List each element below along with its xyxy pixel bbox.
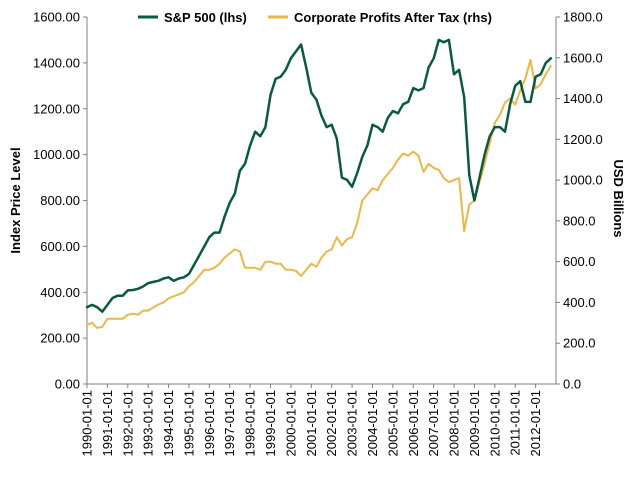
right-y-tick-label: 1200.0 xyxy=(563,132,603,147)
legend-label: S&P 500 (lhs) xyxy=(164,10,247,25)
right-y-tick-label: 1600.0 xyxy=(563,50,603,65)
right-y-tick-label: 600.0 xyxy=(563,254,596,269)
x-tick-label: 2002-01-01 xyxy=(324,390,339,457)
x-tick-label: 2005-01-01 xyxy=(385,390,400,457)
x-tick-label: 2000-01-01 xyxy=(283,390,298,457)
x-tick-label: 2012-01-01 xyxy=(528,390,543,457)
left-y-tick-label: 600.00 xyxy=(40,239,80,254)
x-tick-label: 1992-01-01 xyxy=(120,390,135,457)
left-y-tick-label: 800.00 xyxy=(40,193,80,208)
x-tick-label: 2001-01-01 xyxy=(304,390,319,457)
sp500-line xyxy=(85,38,553,313)
x-tick-label: 1990-01-01 xyxy=(80,390,95,457)
x-tick-label: 2007-01-01 xyxy=(426,390,441,457)
right-y-tick-label: 400.0 xyxy=(563,295,596,310)
x-tick-label: 2010-01-01 xyxy=(487,390,502,457)
left-y-tick-label: 400.00 xyxy=(40,285,80,300)
x-tick-label: 1995-01-01 xyxy=(181,390,196,457)
x-tick-label: 2008-01-01 xyxy=(447,390,462,457)
x-tick-label: 1991-01-01 xyxy=(100,390,115,457)
x-tick-label: 1999-01-01 xyxy=(263,390,278,457)
x-tick-label: 2009-01-01 xyxy=(467,390,482,457)
legend-label: Corporate Profits After Tax (rhs) xyxy=(294,10,492,25)
x-tick-label: 2011-01-01 xyxy=(508,390,523,456)
left-y-tick-label: 200.00 xyxy=(40,331,80,346)
right-y-tick-label: 1800.0 xyxy=(563,10,603,25)
right-y-tick-label: 1400.0 xyxy=(563,91,603,106)
right-y-tick-label: 0.0 xyxy=(563,377,581,392)
right-y-tick-label: 200.0 xyxy=(563,336,596,351)
left-y-tick-label: 0.00 xyxy=(55,377,80,392)
left-y-axis-title: Index Price Level xyxy=(8,147,23,253)
left-y-tick-label: 1400.00 xyxy=(33,55,80,70)
right-y-tick-label: 1000.0 xyxy=(563,173,603,188)
left-y-tick-label: 1600.00 xyxy=(33,10,80,25)
x-tick-label: 1994-01-01 xyxy=(161,390,176,457)
x-tick-label: 2004-01-01 xyxy=(365,390,380,457)
right-y-axis-title: USD Billions xyxy=(611,159,626,237)
left-y-tick-label: 1000.00 xyxy=(33,147,80,162)
left-y-tick-label: 1200.00 xyxy=(33,101,80,116)
corporate-profits-line xyxy=(86,58,552,329)
axis-labels: 0.00 200.00 400.00 600.00 800.00 1000.00 1200.… xyxy=(8,10,626,457)
x-tick-label: 1997-01-01 xyxy=(222,390,237,457)
right-y-tick-label: 800.0 xyxy=(563,213,596,228)
x-tick-label: 1993-01-01 xyxy=(141,390,156,457)
x-tick-label: 1996-01-01 xyxy=(202,390,217,457)
axes xyxy=(83,16,560,388)
x-tick-label: 2006-01-01 xyxy=(406,390,421,457)
x-tick-label: 2003-01-01 xyxy=(345,390,360,457)
legend: S&P 500 (lhs) Corporate Profits After Tax… xyxy=(138,10,492,25)
series-layer xyxy=(85,38,553,329)
x-tick-label: 1998-01-01 xyxy=(243,390,258,457)
